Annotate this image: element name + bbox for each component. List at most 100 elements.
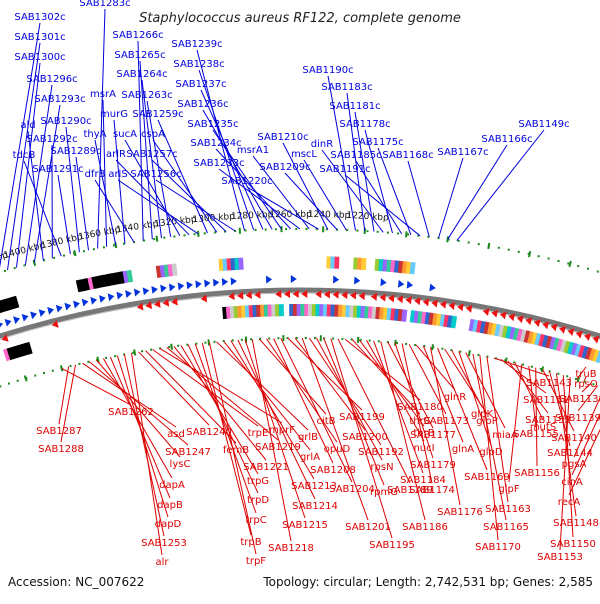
leader-line — [408, 161, 429, 237]
gene-label: SAB1149c — [518, 119, 569, 130]
gene-label: SAB1253 — [141, 538, 187, 549]
gene-label: dapA — [159, 480, 185, 491]
gene-label: SAB1169 — [464, 472, 510, 483]
gene-label: SAB1201 — [345, 522, 391, 533]
gene-label: SAB1153 — [537, 552, 583, 563]
tick-dot — [168, 346, 170, 348]
forward-gene-arrow — [169, 283, 176, 292]
leader-line — [153, 350, 258, 427]
feature-block-reverse — [279, 304, 284, 316]
gene-label: SAB1144 — [547, 448, 593, 459]
gene-label: femB — [223, 445, 249, 456]
leader-line — [509, 364, 522, 482]
gene-label: SAB1165 — [483, 522, 529, 533]
feature-block-forward — [238, 258, 244, 270]
gene-label: tdcB — [13, 150, 36, 161]
forward-gene-arrow — [195, 280, 202, 289]
tick-dot — [468, 242, 470, 244]
gene-label: mprF — [269, 425, 295, 436]
forward-gene-arrow — [0, 320, 4, 329]
major-tick — [529, 251, 530, 257]
forward-gene-arrow — [22, 312, 30, 321]
gene-label: SAB1239c — [171, 39, 222, 50]
tick-dot — [441, 348, 443, 350]
gene-label: SAB1199 — [339, 412, 385, 423]
forward-gene-arrow — [222, 278, 229, 286]
forward-gene-arrow — [73, 299, 81, 308]
gene-label: SAB1219 — [255, 442, 301, 453]
tick-dot — [518, 251, 520, 253]
gene-label: SAB1263c — [121, 90, 172, 101]
tick-dot — [557, 373, 559, 375]
gene-label: trpD — [247, 495, 269, 506]
forward-gene-arrow — [56, 303, 64, 312]
gene-label: SAB1264c — [116, 69, 167, 80]
tick-dot — [83, 250, 85, 252]
gene-label: SAB1166c — [481, 134, 532, 145]
tick-dot — [103, 246, 105, 248]
gene-label: SAB1185c — [330, 150, 381, 161]
tick-dot — [531, 366, 533, 368]
gene-label: SAB1200 — [342, 432, 388, 443]
forward-gene-arrow — [108, 292, 115, 301]
major-tick — [74, 250, 75, 256]
gene-label: SAB1287 — [36, 426, 82, 437]
gene-label: asd — [167, 429, 185, 440]
tick-dot — [332, 338, 334, 340]
gene-label: SAB1265c — [114, 50, 165, 61]
gene-label: trpF — [246, 556, 266, 567]
gene-label: SAB1218 — [268, 543, 314, 554]
tick-dot — [14, 267, 16, 269]
forward-gene-arrow — [407, 281, 414, 290]
gene-label: arlR — [106, 149, 126, 160]
major-tick — [469, 350, 470, 356]
tick-dot — [405, 343, 407, 345]
gene-label: SAB1214 — [292, 501, 338, 512]
tick-dot — [387, 232, 389, 234]
gene-label: SAB1148 — [553, 518, 599, 529]
tick-dot — [498, 247, 500, 249]
kbp-label: 1340 kbp — [116, 219, 160, 235]
major-tick — [488, 243, 489, 249]
gene-label: SAB1266c — [112, 30, 163, 41]
tick-dot — [0, 385, 1, 387]
tick-dot — [407, 234, 409, 236]
gene-label: cinA — [561, 477, 583, 488]
gene-label: SAB1233c — [193, 158, 244, 169]
gene-label: SAB1150 — [550, 539, 596, 550]
tick-dot — [522, 364, 524, 366]
tick-dot — [255, 229, 257, 231]
tick-dot — [587, 268, 589, 270]
tick-dot — [285, 228, 287, 230]
gene-label: SAB1174 — [409, 485, 455, 496]
tick-dot — [458, 240, 460, 242]
forward-gene-arrow — [5, 317, 13, 326]
gene-label: cspA — [141, 129, 165, 140]
tick-dot — [265, 229, 267, 231]
tick-dot — [53, 257, 55, 259]
tick-dot — [43, 372, 45, 374]
forward-gene-arrow — [30, 310, 38, 319]
gene-label: recA — [558, 497, 581, 508]
major-tick — [432, 344, 433, 350]
forward-gene-arrow — [64, 301, 72, 310]
tick-dot — [459, 351, 461, 353]
gene-label: SAB1210c — [257, 132, 308, 143]
gene-label: SAB1170 — [475, 542, 521, 553]
gene-label: SAB1178c — [339, 119, 390, 130]
gene-label: SAB1180 — [397, 402, 443, 413]
tick-dot — [194, 233, 196, 235]
gene-label: SAB1302c — [14, 12, 65, 23]
tick-dot — [378, 340, 380, 342]
gene-label: SAB1257c — [126, 149, 177, 160]
gene-label: glnA — [452, 444, 474, 455]
forward-gene-arrow — [116, 291, 123, 300]
gene-label: dfrB — [85, 169, 106, 180]
feature-block-forward — [334, 257, 339, 269]
tick-dot — [558, 260, 560, 262]
tick-dot — [356, 230, 358, 232]
forward-gene-arrow — [429, 283, 436, 292]
forward-gene-arrow — [13, 315, 21, 324]
